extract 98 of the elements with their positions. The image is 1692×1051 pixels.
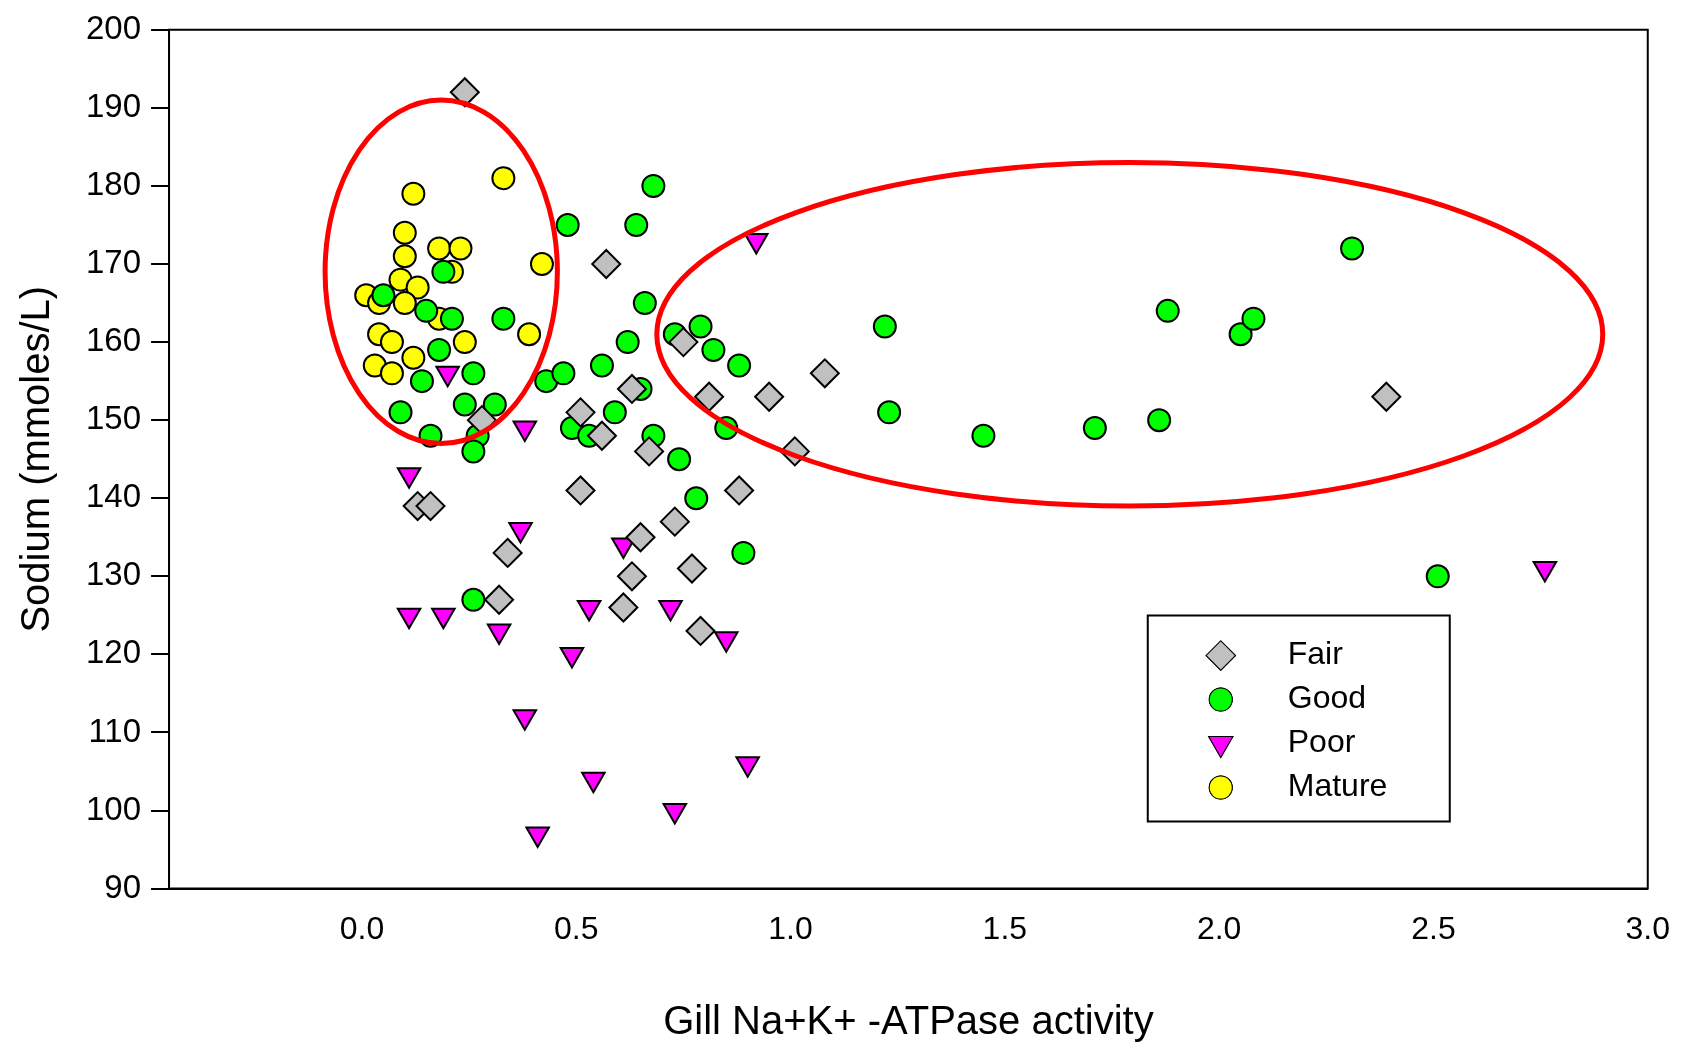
point	[492, 537, 523, 568]
point	[371, 283, 396, 308]
point	[491, 166, 516, 191]
point	[591, 249, 622, 280]
y-tick-label: 150	[86, 399, 142, 437]
point	[684, 486, 709, 511]
point	[414, 298, 439, 323]
point	[809, 358, 840, 389]
y-tick-label: 110	[88, 711, 142, 749]
point	[1228, 322, 1253, 347]
point	[641, 173, 666, 198]
point	[694, 381, 725, 412]
y-tick-label: 140	[86, 477, 142, 515]
point	[701, 337, 726, 362]
point	[482, 392, 507, 417]
point	[565, 397, 596, 428]
point	[551, 361, 576, 386]
x-tick-label: 2.0	[1196, 909, 1242, 946]
point	[1082, 415, 1107, 440]
point	[448, 236, 473, 261]
point	[608, 592, 639, 623]
legend-label: Mature	[1287, 767, 1388, 804]
point	[1147, 408, 1172, 433]
point	[589, 353, 614, 378]
point	[1340, 236, 1365, 261]
point	[1155, 298, 1180, 323]
point	[401, 181, 426, 206]
point	[565, 475, 596, 506]
point	[415, 491, 446, 522]
point	[731, 540, 756, 565]
point	[971, 423, 996, 448]
point	[659, 506, 690, 537]
point	[484, 584, 515, 615]
point	[491, 306, 516, 331]
point	[667, 447, 692, 472]
point	[439, 306, 464, 331]
point	[877, 400, 902, 425]
point	[449, 77, 480, 108]
point	[461, 587, 486, 612]
x-tick-label: 1.0	[768, 909, 813, 946]
point	[392, 291, 417, 316]
point	[461, 361, 486, 386]
point	[754, 381, 785, 412]
y-tick-label: 130	[86, 555, 142, 593]
point	[555, 212, 580, 237]
point	[616, 561, 647, 592]
x-tick-label: 2.5	[1411, 909, 1456, 946]
point	[452, 330, 477, 355]
y-tick-label: 120	[86, 633, 142, 671]
point	[431, 259, 456, 284]
point	[1371, 381, 1402, 412]
point	[615, 330, 640, 355]
point	[529, 252, 554, 277]
point	[685, 615, 716, 646]
y-tick-label: 200	[86, 8, 142, 46]
y-tick-label: 190	[86, 86, 142, 124]
point	[676, 553, 707, 584]
point	[668, 327, 699, 358]
legend-label: Good	[1287, 679, 1367, 716]
point	[392, 220, 417, 245]
x-tick-label: 3.0	[1625, 909, 1670, 946]
point	[1241, 306, 1266, 331]
point	[392, 244, 417, 269]
point	[379, 330, 404, 355]
y-tick-label: 180	[86, 165, 142, 203]
point	[427, 337, 452, 362]
point	[409, 369, 434, 394]
legend-label: Poor	[1287, 723, 1356, 760]
point	[388, 400, 413, 425]
y-tick-label: 100	[86, 789, 142, 827]
point	[616, 373, 647, 404]
point	[624, 212, 649, 237]
x-tick-label: 1.5	[982, 909, 1028, 946]
point	[602, 400, 627, 425]
x-tick-label: 0.0	[339, 909, 385, 946]
point	[632, 291, 657, 316]
x-axis-title: Gill Na+K+ -ATPase activity	[663, 998, 1154, 1043]
y-axis-title: Sodium (mmoles/L)	[13, 285, 58, 633]
y-tick-label: 90	[104, 867, 142, 905]
point	[634, 436, 665, 467]
point	[452, 392, 477, 417]
point	[517, 322, 542, 347]
point	[379, 361, 404, 386]
point	[427, 236, 452, 261]
point	[688, 314, 713, 339]
point	[401, 345, 426, 370]
point	[872, 314, 897, 339]
x-tick-label: 0.5	[553, 909, 599, 946]
legend-label: Fair	[1287, 635, 1344, 672]
point	[625, 522, 656, 553]
y-tick-label: 170	[86, 243, 142, 281]
point	[727, 353, 752, 378]
y-tick-label: 160	[86, 321, 142, 359]
point	[461, 439, 486, 464]
point	[724, 475, 755, 506]
point	[405, 275, 430, 300]
point	[1425, 564, 1450, 589]
point	[586, 420, 617, 451]
